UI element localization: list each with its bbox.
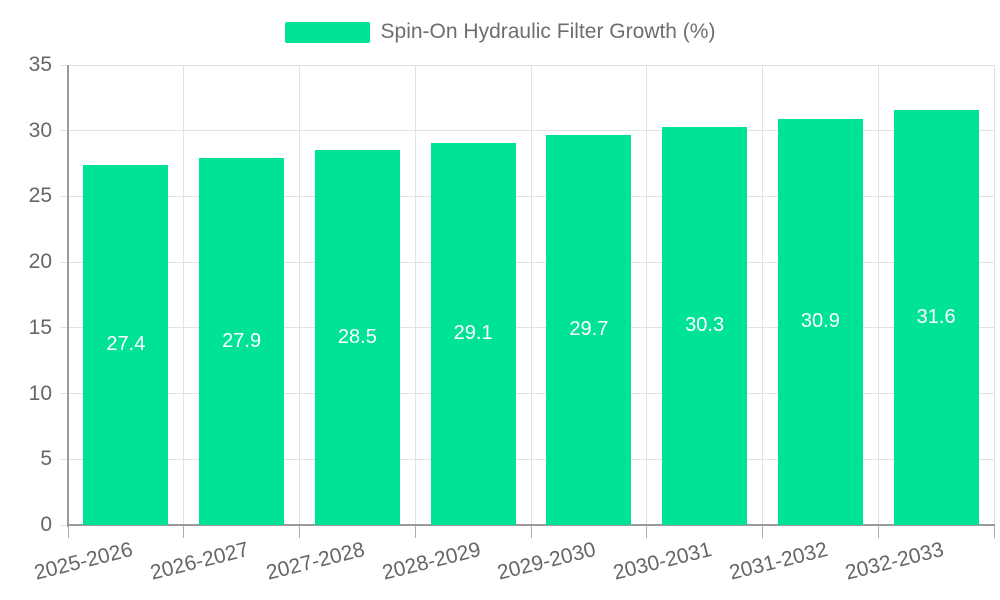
x-gridline: [877, 65, 879, 525]
bar[interactable]: 30.9: [777, 118, 863, 525]
y-tick-mark: [60, 64, 68, 66]
bar[interactable]: 30.3: [662, 126, 748, 525]
x-gridline: [762, 65, 763, 525]
x-gridline: [183, 65, 185, 525]
x-axis-tick-label: 2032-2033: [842, 538, 946, 585]
bar-value-label: 29.7: [569, 318, 609, 341]
y-tick-mark: [60, 195, 68, 197]
x-axis-tick-label: 2026-2027: [148, 538, 252, 585]
y-axis-tick-label: 30: [28, 118, 52, 142]
bar-value-label: 27.9: [222, 330, 262, 353]
y-axis-tick-label: 15: [28, 315, 52, 339]
x-axis-tick-label: 2031-2032: [726, 538, 830, 585]
x-axis-tick-label: 2029-2030: [495, 538, 599, 585]
x-axis-line: [67, 524, 995, 526]
x-axis-tick-label: 2025-2026: [32, 538, 136, 585]
y-axis-tick-label: 10: [28, 381, 52, 405]
y-tick-mark: [60, 393, 68, 395]
y-axis-line: [67, 65, 69, 527]
bar-value-label: 30.9: [800, 310, 840, 333]
y-axis-tick-label: 25: [28, 184, 52, 208]
x-gridline: [646, 65, 648, 525]
x-tick-mark: [299, 526, 300, 538]
x-gridline: [414, 65, 416, 525]
x-tick-mark: [646, 526, 648, 538]
bar[interactable]: 28.5: [314, 150, 400, 525]
x-tick-mark: [67, 526, 69, 538]
x-axis-tick-label: 2030-2031: [611, 538, 715, 585]
bar-value-label: 31.6: [916, 305, 956, 328]
x-tick-mark: [762, 526, 763, 538]
y-axis-tick-label: 5: [40, 447, 52, 471]
chart-legend-item[interactable]: Spin-On Hydraulic Filter Growth (%): [0, 19, 1000, 45]
bar-value-label: 29.1: [453, 322, 493, 345]
x-gridline: [530, 65, 532, 525]
y-tick-mark: [60, 458, 68, 460]
bar-value-label: 28.5: [337, 326, 377, 349]
x-gridline: [299, 65, 300, 525]
bar[interactable]: 27.9: [199, 158, 285, 525]
x-tick-mark: [993, 526, 995, 538]
y-tick-mark: [60, 130, 68, 132]
y-tick-mark: [60, 524, 68, 526]
bar-value-label: 30.3: [685, 314, 725, 337]
x-tick-mark: [877, 526, 879, 538]
bar[interactable]: 29.7: [546, 134, 632, 525]
y-axis-tick-label: 0: [40, 513, 52, 536]
x-tick-mark: [530, 526, 532, 538]
x-gridline: [993, 65, 995, 525]
x-axis-tick-label: 2027-2028: [263, 538, 367, 585]
y-tick-mark: [60, 327, 68, 329]
bar[interactable]: 29.1: [430, 142, 516, 525]
y-tick-mark: [60, 261, 68, 263]
x-axis-tick-label: 2028-2029: [379, 538, 483, 585]
bar[interactable]: 27.4: [83, 164, 169, 525]
x-tick-mark: [414, 526, 416, 538]
x-tick-mark: [183, 526, 185, 538]
legend-swatch: [284, 21, 370, 43]
y-axis-tick-label: 20: [28, 250, 52, 274]
bar-value-label: 27.4: [106, 333, 146, 356]
y-axis-tick-label: 35: [28, 53, 52, 76]
bar[interactable]: 31.6: [893, 109, 979, 525]
legend-label: Spin-On Hydraulic Filter Growth (%): [380, 20, 716, 43]
